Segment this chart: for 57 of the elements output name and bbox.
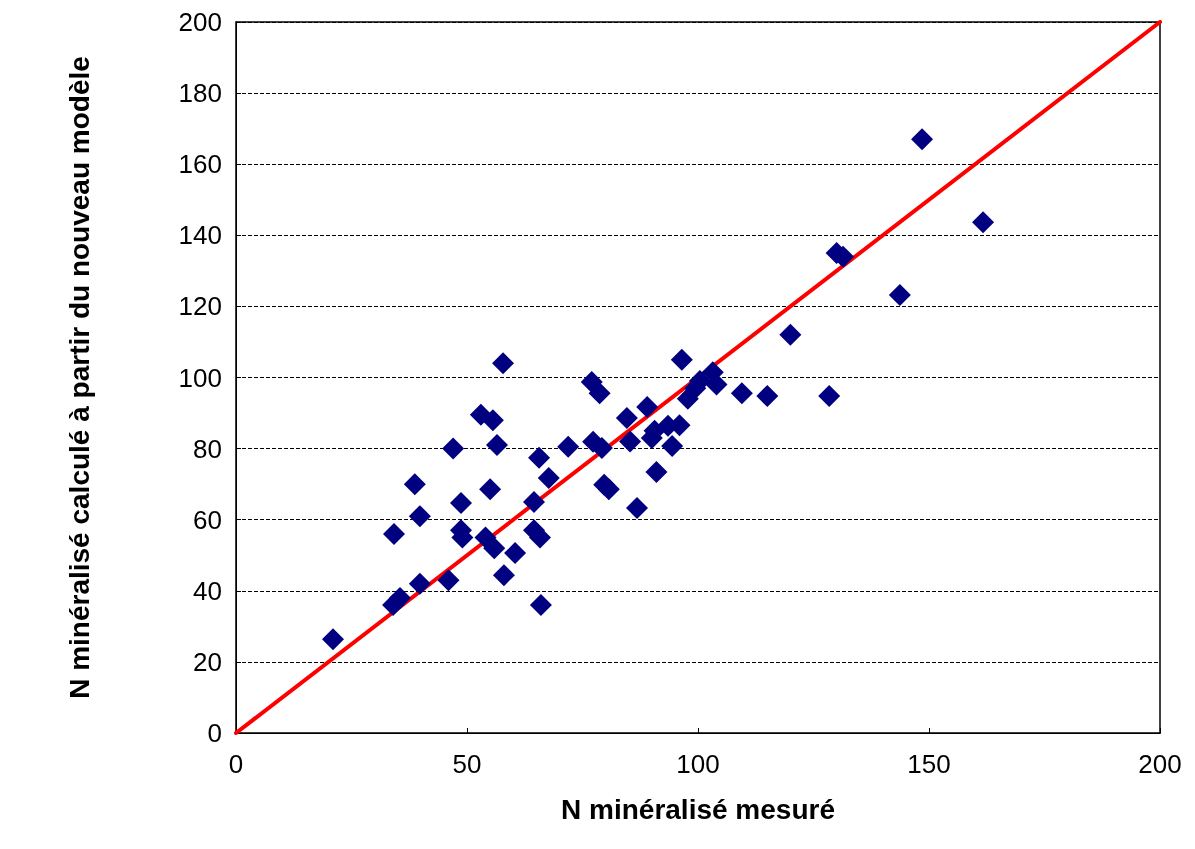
point — [442, 437, 465, 460]
y-axis-title: N minéralisé calculé à partir du nouveau modèle — [63, 56, 95, 699]
x-axis-title: N minéralisé mesuré — [561, 793, 835, 825]
point — [615, 407, 638, 430]
point — [437, 569, 460, 592]
point — [449, 491, 472, 514]
y-tick-label: 20 — [193, 646, 222, 677]
point — [383, 522, 405, 545]
y-tick-label: 100 — [178, 362, 222, 393]
point — [492, 352, 515, 375]
point — [626, 496, 649, 519]
x-tick-label: 100 — [676, 749, 720, 779]
point — [403, 473, 426, 496]
x-tick-label: 150 — [907, 749, 951, 779]
point — [972, 211, 995, 234]
point — [911, 128, 934, 151]
point — [504, 542, 527, 565]
y-tick-label: 200 — [178, 7, 222, 37]
x-tick-label: 50 — [452, 749, 482, 779]
point — [730, 382, 753, 405]
point — [779, 323, 802, 346]
y-tick-label: 0 — [207, 718, 222, 748]
point — [481, 409, 504, 432]
y-tick-label: 180 — [178, 78, 222, 109]
y-tick-label: 140 — [178, 220, 222, 251]
y-tick-label: 120 — [178, 291, 222, 322]
point — [645, 461, 668, 484]
point — [522, 490, 545, 513]
y-tick-label: 40 — [193, 575, 222, 606]
point — [636, 396, 659, 419]
point — [818, 384, 841, 407]
point — [408, 572, 431, 595]
x-tick-label: 0 — [228, 749, 244, 779]
point — [479, 478, 502, 501]
point — [408, 505, 431, 528]
y-tick-label: 60 — [193, 504, 222, 535]
y-tick-label: 80 — [193, 433, 222, 464]
y-tick-label: 160 — [178, 149, 222, 180]
point — [483, 537, 506, 560]
point — [537, 467, 560, 490]
point — [528, 446, 551, 469]
point — [529, 594, 552, 617]
point — [597, 478, 620, 501]
point — [661, 435, 684, 458]
point — [670, 348, 693, 371]
point — [389, 586, 412, 609]
point — [474, 526, 497, 549]
point — [557, 435, 580, 458]
point — [619, 430, 642, 453]
point — [705, 373, 728, 396]
point — [492, 564, 515, 587]
point — [756, 384, 779, 407]
point — [588, 382, 611, 405]
point — [888, 284, 911, 307]
point — [322, 628, 345, 651]
x-tick-label: 200 — [1138, 749, 1182, 779]
point — [486, 434, 509, 457]
